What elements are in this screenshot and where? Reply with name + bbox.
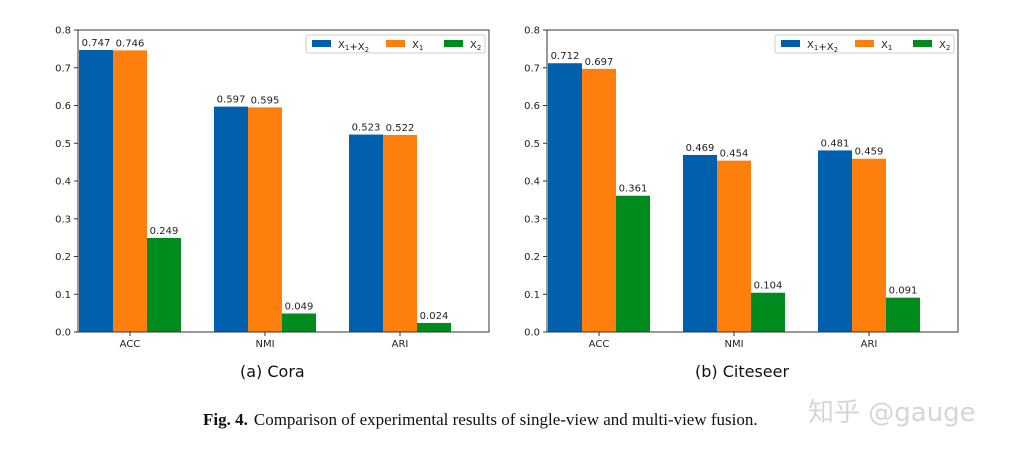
bar-nmi-x1 xyxy=(717,160,751,332)
subcaption-citeseer: (b) Citeseer xyxy=(695,362,790,381)
y-tick-label: 0.5 xyxy=(524,139,540,150)
bar-ari-x2 xyxy=(417,322,451,332)
y-tick-label: 0.7 xyxy=(55,63,71,74)
bar-acc-x1-x2 xyxy=(79,50,113,332)
legend-swatch xyxy=(781,40,800,47)
chart-citeseer: 0.712 0.469 0.481 0.697 0.454 0.459 0.361 0.104… xyxy=(524,26,959,350)
data-label: 0.697 xyxy=(585,57,614,68)
bar-ari-x1-x2 xyxy=(818,150,852,332)
bar-ari-x1 xyxy=(852,158,886,332)
y-tick-label: 0.7 xyxy=(524,63,540,74)
y-tick-label: 0.2 xyxy=(55,252,71,263)
legend-swatch xyxy=(855,40,874,47)
legend-label: X2 xyxy=(470,40,481,52)
bar-nmi-x1-x2 xyxy=(683,154,717,332)
bar-acc-x2 xyxy=(147,238,181,332)
bar-acc-x2 xyxy=(616,195,650,332)
bar-nmi-x1 xyxy=(248,107,282,332)
y-tick-label: 0.8 xyxy=(55,26,71,37)
data-label: 0.104 xyxy=(754,281,783,292)
legend-swatch xyxy=(312,40,331,47)
data-label: 0.024 xyxy=(420,311,449,322)
caption-text: Comparison of experimental results of si… xyxy=(253,410,758,429)
bar-ari-x1 xyxy=(383,134,417,332)
figure-caption: Fig. 4. Comparison of experimental result… xyxy=(203,410,758,430)
y-tick-label: 0.3 xyxy=(524,214,540,225)
y-tick-label: 0.3 xyxy=(55,214,71,225)
y-tick-label: 0.0 xyxy=(55,328,71,339)
data-label: 0.522 xyxy=(386,123,415,134)
x-tick-label: ACC xyxy=(589,339,610,350)
legend-swatch xyxy=(913,40,932,47)
bar-nmi-x2 xyxy=(282,313,316,332)
legend-label: X1 xyxy=(412,40,423,52)
data-label: 0.091 xyxy=(889,286,918,297)
bar-ari-x1-x2 xyxy=(349,134,383,332)
data-label: 0.595 xyxy=(251,95,280,106)
data-label: 0.361 xyxy=(619,184,648,195)
x-tick-label: ARI xyxy=(392,339,409,350)
data-label: 0.459 xyxy=(855,147,884,158)
bar-acc-x1-x2 xyxy=(548,63,582,332)
legend: X1+X2 X1 X2 xyxy=(774,34,955,54)
legend-label: X1+X2 xyxy=(807,40,838,54)
y-tick-label: 0.6 xyxy=(524,101,540,112)
bar-nmi-x1-x2 xyxy=(214,106,248,332)
x-tick-label: NMI xyxy=(255,339,274,350)
chart-cora: 0.747 0.597 0.523 0.746 0.595 0.522 0.249 0.049… xyxy=(55,26,490,350)
bar-acc-x1 xyxy=(113,50,147,332)
bar-ari-x2 xyxy=(886,297,920,332)
legend-label: X1+X2 xyxy=(338,40,369,54)
y-tick-label: 0.1 xyxy=(524,290,540,301)
data-label: 0.597 xyxy=(217,95,246,106)
y-tick-label: 0.1 xyxy=(55,290,71,301)
caption-label: Fig. 4. xyxy=(203,410,248,429)
data-label: 0.747 xyxy=(82,38,111,49)
y-tick-label: 0.8 xyxy=(524,26,540,37)
y-tick-label: 0.4 xyxy=(55,177,71,188)
data-label: 0.249 xyxy=(150,226,179,237)
data-label: 0.481 xyxy=(821,138,850,149)
x-tick-label: NMI xyxy=(724,339,743,350)
legend-swatch xyxy=(444,40,463,47)
y-tick-label: 0.0 xyxy=(524,328,540,339)
y-tick-label: 0.5 xyxy=(55,139,71,150)
x-tick-label: ARI xyxy=(861,339,878,350)
data-label: 0.049 xyxy=(285,302,314,313)
x-tick-label: ACC xyxy=(120,339,141,350)
data-label: 0.712 xyxy=(551,51,580,62)
legend-label: X2 xyxy=(939,40,950,52)
bar-acc-x1 xyxy=(582,68,616,332)
bar-nmi-x2 xyxy=(751,292,785,332)
data-label: 0.746 xyxy=(116,38,145,49)
data-label: 0.454 xyxy=(720,149,749,160)
data-label: 0.523 xyxy=(352,123,381,134)
y-tick-label: 0.2 xyxy=(524,252,540,263)
y-tick-label: 0.6 xyxy=(55,101,71,112)
legend: X1+X2 X1 X2 xyxy=(305,34,486,54)
legend-label: X1 xyxy=(881,40,892,52)
subcaption-cora: (a) Cora xyxy=(240,362,305,381)
legend-swatch xyxy=(386,40,405,47)
watermark: 知乎 @gauge xyxy=(808,398,976,428)
data-label: 0.469 xyxy=(686,143,715,154)
y-tick-label: 0.4 xyxy=(524,177,540,188)
